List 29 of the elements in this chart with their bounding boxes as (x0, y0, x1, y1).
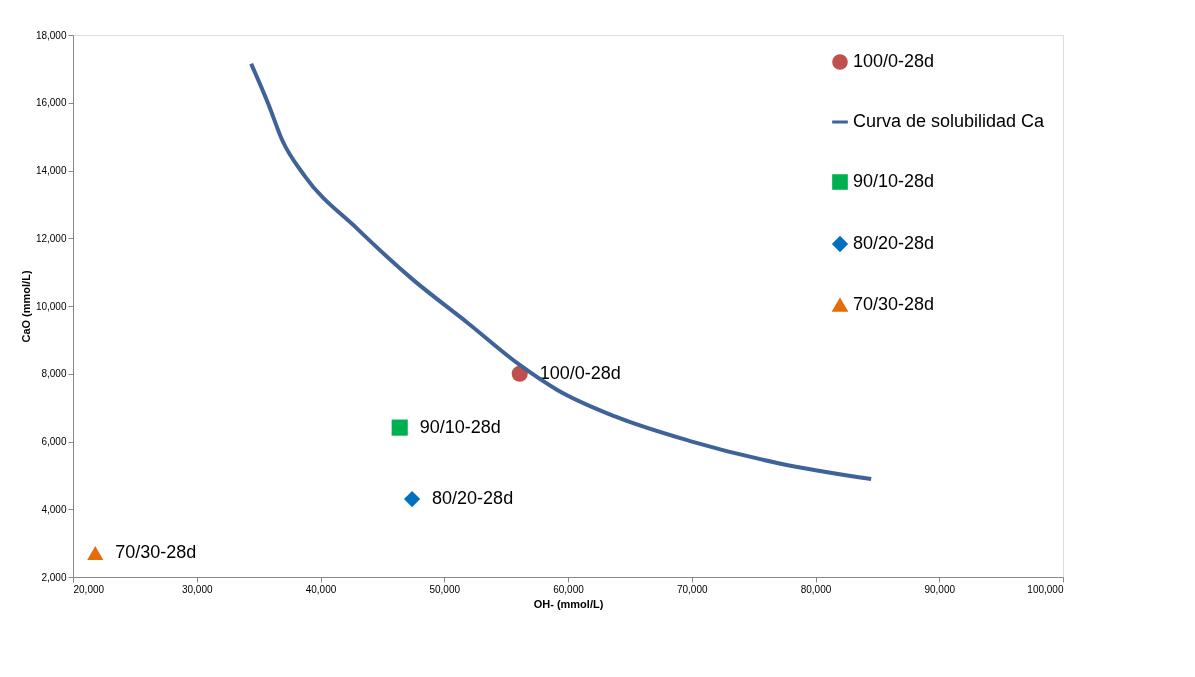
y-tick-label: 12,000 (35, 232, 67, 244)
x-tick-label: 80,000 (800, 583, 832, 595)
text: 80/20-28d (432, 488, 514, 509)
legend-label: 80/20-28d (853, 233, 935, 253)
x-tick-label: 90,000 (924, 583, 956, 595)
legend-label: 100/0-28d (853, 51, 935, 71)
y-tick-label: 16,000 (35, 97, 67, 109)
y-tick-label: 6,000 (41, 436, 67, 447)
text: 90/10-28d (419, 416, 501, 437)
x-axis-title: OH- (mmol/L) (533, 597, 604, 610)
y-tick-label: 14,000 (35, 165, 67, 176)
text: 70/30-28d (115, 541, 197, 562)
legend-label: 90/10-28d (853, 171, 935, 191)
x-tick-label: 30,000 (181, 583, 213, 595)
x-tick-label: 40,000 (305, 583, 337, 595)
x-tick-label: 100,000 (1027, 583, 1064, 595)
y-tick-label: 18,000 (35, 29, 67, 41)
x-tick-label: 60,000 (553, 583, 585, 595)
legend-label: Curva de solubilidad Ca (853, 111, 1046, 131)
x-tick-label: 70,000 (676, 583, 708, 595)
y-tick-label: 10,000 (35, 300, 67, 312)
y-axis-title: CaO (mmol/L) (19, 270, 32, 343)
x-tick-label: 20,000 (73, 583, 105, 595)
y-tick-label: 4,000 (41, 503, 67, 515)
x-tick-label: 50,000 (429, 583, 461, 595)
legend-label: 70/30-28d (853, 294, 935, 314)
y-tick-label: 2,000 (41, 571, 67, 583)
text: 100/0-28d (539, 362, 621, 383)
y-tick-label: 8,000 (41, 368, 67, 380)
